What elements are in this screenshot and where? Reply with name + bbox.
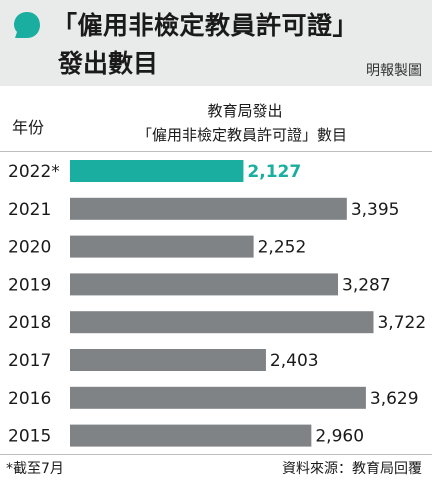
value-label: 2,252	[258, 238, 307, 258]
speech-bubble-icon	[14, 12, 40, 38]
value-label: 3,722	[377, 313, 426, 333]
title-line-2: 發出數目	[58, 49, 159, 78]
year-label: 2020	[8, 238, 51, 258]
source-note: 資料來源：教育局回覆	[282, 461, 422, 477]
bar	[70, 386, 366, 409]
value-column-header-line-2: 「僱用非檢定教員許可證」數目	[136, 126, 347, 144]
bar	[70, 235, 254, 258]
bar	[70, 424, 312, 447]
title-line-1: 「僱用非檢定教員許可證」	[52, 11, 359, 40]
year-label: 2017	[8, 351, 51, 371]
year-label: 2019	[8, 275, 51, 295]
bar	[70, 160, 244, 182]
year-label: 2016	[8, 389, 51, 409]
footer-divider	[0, 454, 432, 455]
credit: 明報製圖	[366, 63, 422, 79]
footnote: *截至7月	[6, 461, 64, 477]
value-label: 2,960	[315, 427, 364, 447]
bar	[70, 349, 266, 371]
header: 「僱用非檢定教員許可證」 發出數目 明報製圖	[0, 0, 432, 86]
year-label: 2021	[8, 200, 51, 220]
bar	[70, 197, 347, 220]
bar	[70, 311, 374, 334]
bar	[70, 273, 339, 296]
year-column-header: 年份	[12, 118, 45, 137]
bar-chart: 2022* 2,127 2021 3,395 2020 2,252 2019 3,287 201…	[8, 160, 426, 447]
value-label: 3,287	[342, 275, 391, 295]
value-label: 3,395	[351, 200, 400, 220]
year-label: 2022*	[8, 162, 60, 182]
year-label: 2015	[8, 427, 51, 447]
value-label: 2,403	[270, 351, 319, 371]
value-column-header-line-1: 教育局發出	[207, 102, 283, 120]
header-divider	[0, 151, 432, 152]
year-label: 2018	[8, 313, 51, 333]
value-label: 2,127	[247, 162, 301, 182]
value-label: 3,629	[370, 389, 419, 409]
